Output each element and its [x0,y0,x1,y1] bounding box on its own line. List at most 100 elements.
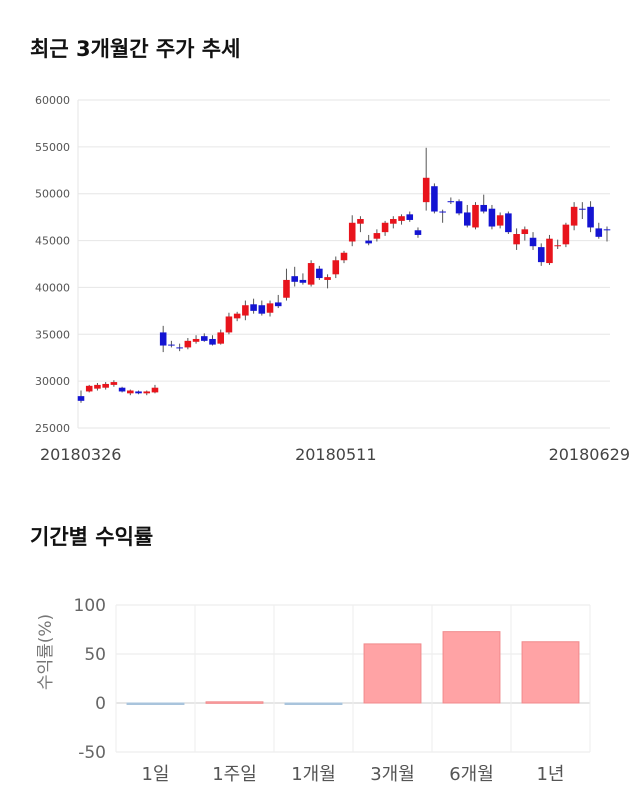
candle-body [595,228,603,237]
candle-body [587,206,594,228]
candle-body [406,214,414,220]
candle-body [291,276,298,282]
candle-body [233,313,241,319]
y-tick-label: 60000 [35,94,70,107]
candle-body [513,234,520,245]
candle-body [357,219,364,224]
y-tick-label: 100 [74,596,106,616]
bar [442,631,501,704]
candle-body [521,229,529,235]
candle-body [554,245,561,247]
candle-body [488,208,496,227]
candle-body [546,238,553,264]
candle-body [390,219,397,224]
x-tick-label: 6개월 [449,764,494,785]
candle-body [307,263,315,285]
candle-body [143,391,151,394]
price-trend-title: 최근 3개월간 주가 추세 [30,37,241,61]
candle-body [447,201,455,203]
bar-marks [126,631,580,705]
candlestick-marks [77,147,611,403]
candle-body [562,224,570,245]
candle-body [118,387,126,392]
candle-body [316,268,323,279]
period-return-title: 기간별 수익률 [30,525,154,549]
x-tick-label: 1개월 [291,764,336,785]
y-tick-label: 30000 [35,375,70,388]
candle-body [159,332,167,346]
x-tick-label: 1년 [536,764,564,785]
candle-body [242,305,249,316]
candle-body [176,347,183,349]
candle-body [381,222,389,233]
candle-body [472,204,479,228]
candle-body [274,302,282,307]
y-tick-label: 25000 [35,422,70,435]
y-tick-label: 50000 [35,188,70,201]
y-tick-label: -50 [78,743,106,763]
bar-gridlines [115,604,591,753]
candle-body [414,230,422,235]
bar [363,643,422,704]
candle-body [324,277,331,280]
candle-body [77,396,85,401]
candle-body [225,316,233,333]
y-tick-label: 55000 [35,141,70,154]
y-tick-label: 40000 [35,281,70,294]
candle-body [496,215,504,226]
candle-body [135,391,142,394]
bar-y-axis-label: 수익률(%) [36,614,56,690]
candle-body [579,208,586,210]
candle-body [480,204,488,212]
y-tick-label: 35000 [35,328,70,341]
candle-body [340,252,348,261]
candle-body [184,340,192,348]
candle-body [398,216,405,221]
candle-body [192,338,200,342]
candle-body [250,304,257,311]
y-tick-label: 0 [95,694,106,714]
candle-body [110,382,118,385]
candle-body [570,206,578,226]
bar [205,701,264,704]
bar [126,702,185,705]
candle-body [537,247,545,263]
return-bar-chart: -50 0 50 100 1일 1주일 1개월 3개월 6개월 1년 수익률(%) [36,596,591,785]
x-tick-label: 20180326 [40,445,121,464]
candlestick-x-ticks: 20180326 20180511 20180629 [40,445,630,464]
candle-body [200,336,208,341]
candle-body [168,344,175,346]
x-tick-label: 3개월 [370,764,415,785]
candlestick-gridlines [77,99,610,429]
candle-body [505,213,512,233]
x-tick-label: 1주일 [212,764,257,785]
x-tick-label: 20180511 [295,445,376,464]
candle-body [431,186,438,212]
candle-body [422,177,430,203]
x-tick-label: 1일 [141,764,169,785]
bar [284,702,343,705]
candle-body [603,229,611,231]
candle-body [209,338,216,345]
candle-body [85,385,93,392]
candle-body [332,260,340,275]
candle-body [463,212,471,226]
candle-body [348,222,356,242]
candle-body [94,384,101,389]
candle-body [365,240,372,244]
candle-body [127,390,134,394]
candle-body [439,211,446,213]
candle-body [258,305,266,314]
candle-body [283,279,290,298]
candle-body [266,303,274,313]
candle-body [455,201,463,214]
candle-body [373,233,381,239]
candle-body [217,332,225,344]
bar-y-ticks: -50 0 50 100 [74,596,106,763]
candle-body [529,237,537,247]
bar-x-ticks: 1일 1주일 1개월 3개월 6개월 1년 [141,764,564,785]
x-tick-label: 20180629 [549,445,630,464]
candle-body [299,279,307,283]
y-tick-label: 45000 [35,235,70,248]
candlestick-y-ticks: 25000 30000 35000 40000 45000 50000 55000 60000 [35,94,70,435]
